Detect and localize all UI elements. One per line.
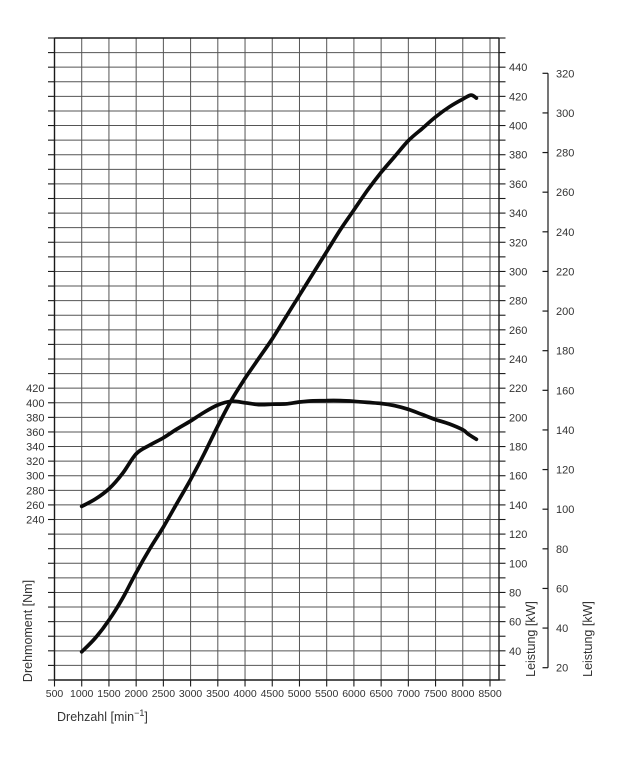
svg-text:180: 180	[556, 346, 574, 358]
svg-text:360: 360	[26, 427, 44, 439]
svg-text:160: 160	[556, 385, 574, 397]
svg-text:120: 120	[556, 465, 574, 477]
outer-right-axis-title: Leistung [kW]	[581, 601, 595, 677]
svg-text:3500: 3500	[206, 688, 230, 700]
svg-text:120: 120	[509, 529, 527, 541]
svg-text:4500: 4500	[261, 688, 285, 700]
svg-text:260: 260	[509, 325, 527, 337]
svg-text:180: 180	[509, 442, 527, 454]
svg-text:100: 100	[556, 504, 574, 516]
svg-text:2000: 2000	[124, 688, 148, 700]
svg-text:280: 280	[509, 296, 527, 308]
svg-text:7000: 7000	[397, 688, 421, 700]
svg-text:380: 380	[26, 412, 44, 424]
svg-text:5500: 5500	[315, 688, 339, 700]
svg-text:2500: 2500	[152, 688, 176, 700]
svg-text:6500: 6500	[369, 688, 393, 700]
svg-text:5000: 5000	[288, 688, 312, 700]
svg-text:3000: 3000	[179, 688, 203, 700]
svg-text:240: 240	[26, 515, 44, 527]
svg-text:8500: 8500	[478, 688, 502, 700]
svg-text:420: 420	[509, 91, 527, 103]
inner-right-axis-title: Leistung [kW]	[524, 601, 538, 677]
svg-text:200: 200	[509, 412, 527, 424]
svg-text:60: 60	[509, 617, 521, 629]
svg-text:340: 340	[509, 208, 527, 220]
svg-text:300: 300	[556, 108, 574, 120]
svg-text:400: 400	[26, 398, 44, 410]
svg-text:200: 200	[556, 306, 574, 318]
svg-text:340: 340	[26, 442, 44, 454]
svg-text:6000: 6000	[342, 688, 366, 700]
x-axis-title: Drehzahl [min−1]	[57, 708, 148, 724]
svg-text:20: 20	[556, 663, 568, 675]
svg-text:60: 60	[556, 583, 568, 595]
x-axis-title-superscript: −1	[134, 708, 145, 718]
x-axis-title-bracket: ]	[144, 710, 148, 725]
svg-text:500: 500	[46, 688, 64, 700]
svg-text:220: 220	[509, 383, 527, 395]
svg-text:280: 280	[556, 148, 574, 160]
svg-text:320: 320	[26, 456, 44, 468]
svg-text:320: 320	[509, 237, 527, 249]
svg-text:8000: 8000	[451, 688, 475, 700]
svg-text:260: 260	[26, 500, 44, 512]
svg-text:400: 400	[509, 121, 527, 133]
svg-text:440: 440	[509, 62, 527, 74]
svg-text:280: 280	[26, 485, 44, 497]
power-curve	[79, 93, 479, 654]
svg-text:260: 260	[556, 187, 574, 199]
svg-text:40: 40	[556, 623, 568, 635]
x-axis-title-text: Drehzahl [min	[57, 710, 135, 725]
left-axis-title: Drehmoment [Nm]	[21, 579, 35, 683]
svg-text:80: 80	[509, 587, 521, 599]
svg-text:160: 160	[509, 471, 527, 483]
svg-text:1500: 1500	[97, 688, 121, 700]
svg-text:1000: 1000	[70, 688, 94, 700]
svg-text:80: 80	[556, 544, 568, 556]
svg-text:100: 100	[509, 558, 527, 570]
torque-curve	[79, 398, 479, 509]
svg-text:240: 240	[509, 354, 527, 366]
svg-text:300: 300	[509, 266, 527, 278]
svg-text:4000: 4000	[233, 688, 257, 700]
svg-text:240: 240	[556, 227, 574, 239]
svg-text:7500: 7500	[424, 688, 448, 700]
svg-text:300: 300	[26, 471, 44, 483]
svg-text:140: 140	[509, 500, 527, 512]
svg-text:220: 220	[556, 266, 574, 278]
svg-text:380: 380	[509, 150, 527, 162]
svg-text:140: 140	[556, 425, 574, 437]
svg-text:40: 40	[509, 646, 521, 658]
svg-text:360: 360	[509, 179, 527, 191]
svg-text:320: 320	[556, 68, 574, 80]
svg-text:420: 420	[26, 383, 44, 395]
